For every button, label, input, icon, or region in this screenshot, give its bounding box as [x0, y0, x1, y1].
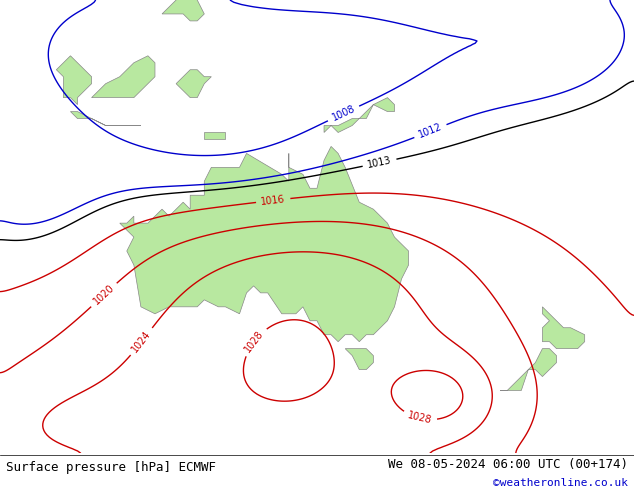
- Text: We 08-05-2024 06:00 UTC (00+174): We 08-05-2024 06:00 UTC (00+174): [387, 458, 628, 471]
- Polygon shape: [162, 0, 204, 21]
- Polygon shape: [120, 147, 408, 342]
- Polygon shape: [91, 56, 155, 98]
- Polygon shape: [204, 132, 226, 140]
- Text: 1013: 1013: [366, 155, 392, 170]
- Polygon shape: [345, 349, 373, 369]
- Text: 1008: 1008: [330, 104, 357, 123]
- Text: 1028: 1028: [243, 328, 266, 354]
- Polygon shape: [543, 307, 585, 349]
- Polygon shape: [70, 112, 141, 125]
- Text: 1012: 1012: [417, 122, 444, 140]
- Text: 1020: 1020: [91, 283, 117, 307]
- Polygon shape: [56, 56, 91, 104]
- Text: 1024: 1024: [130, 329, 153, 354]
- Polygon shape: [324, 98, 394, 132]
- Polygon shape: [176, 70, 211, 98]
- Text: Surface pressure [hPa] ECMWF: Surface pressure [hPa] ECMWF: [6, 462, 216, 474]
- Text: 1028: 1028: [406, 411, 433, 426]
- Text: 1016: 1016: [261, 194, 286, 207]
- Polygon shape: [500, 349, 557, 391]
- Text: ©weatheronline.co.uk: ©weatheronline.co.uk: [493, 478, 628, 488]
